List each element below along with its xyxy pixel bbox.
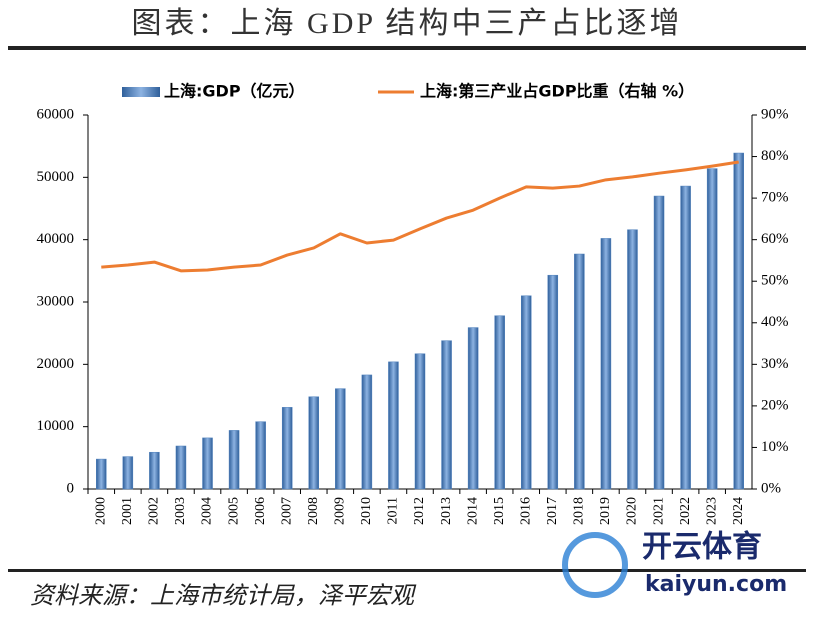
x-tick-label: 2015: [492, 497, 507, 525]
legend-label: 上海:GDP（亿元）: [164, 82, 305, 101]
bar: [441, 340, 452, 490]
x-tick-label: 2005: [226, 497, 241, 525]
bar: [202, 437, 213, 490]
y2-tick-label: 80%: [761, 148, 789, 164]
x-tick-label: 2023: [704, 497, 719, 525]
x-tick-label: 2019: [598, 497, 613, 525]
x-tick-label: 2001: [120, 497, 135, 525]
bar: [520, 295, 532, 490]
bar: [228, 430, 240, 490]
y-tick-label: 0: [67, 480, 75, 496]
x-tick-label: 2008: [306, 497, 321, 525]
x-tick-label: 2011: [386, 497, 401, 524]
y2-tick-label: 50%: [761, 273, 789, 289]
watermark: 开云体育 kaiyun.com: [562, 530, 787, 598]
x-tick-label: 2003: [173, 497, 188, 525]
bar: [414, 353, 426, 490]
y-tick-label: 60000: [37, 106, 75, 122]
bar: [680, 185, 691, 490]
x-tick-label: 2020: [625, 497, 640, 525]
y-tick-label: 10000: [37, 418, 75, 434]
x-tick-label: 2014: [465, 497, 480, 525]
x-tick-label: 2021: [651, 497, 666, 525]
bar: [547, 274, 559, 490]
y2-tick-label: 20%: [761, 397, 789, 413]
y2-tick-label: 60%: [761, 231, 789, 247]
bar: [149, 451, 160, 490]
line: [101, 160, 739, 273]
y2-tick-label: 70%: [761, 190, 789, 206]
watermark-brand: 开云体育: [642, 530, 762, 565]
legend-label: 上海:第三产业占GDP比重（右轴 %）: [420, 82, 694, 101]
bar: [361, 374, 373, 490]
bar: [335, 388, 346, 490]
bar: [600, 238, 612, 490]
bar: [653, 195, 665, 490]
chart-title: 图表：上海 GDP 结构中三产占比逐增: [132, 7, 683, 40]
legend-swatch: [122, 87, 160, 97]
bar: [122, 456, 134, 490]
y-tick-label: 40000: [37, 231, 75, 247]
y2-tick-label: 0%: [761, 480, 781, 496]
footer-rule: [8, 569, 806, 572]
x-tick-label: 2013: [439, 497, 454, 525]
bar: [175, 445, 187, 490]
bar: [494, 315, 505, 490]
x-tick-label: 2006: [253, 497, 268, 525]
bar: [706, 168, 718, 490]
bar: [281, 407, 293, 490]
bar: [574, 253, 585, 490]
x-tick-label: 2000: [93, 497, 108, 525]
x-tick-label: 2017: [545, 497, 560, 525]
y2-tick-label: 30%: [761, 356, 789, 372]
x-tick-label: 2012: [412, 497, 427, 525]
y2-tick-label: 90%: [761, 106, 789, 122]
x-tick-label: 2010: [359, 497, 374, 525]
x-tick-label: 2022: [678, 497, 693, 525]
title-rule: [8, 46, 806, 50]
x-tick-label: 2018: [572, 497, 587, 525]
y-tick-label: 30000: [37, 293, 75, 309]
bar: [467, 327, 479, 490]
watermark-logo: [562, 532, 628, 598]
bar: [96, 458, 107, 490]
source-note: 资料来源：上海市统计局，泽平宏观: [30, 583, 417, 610]
watermark-url: kaiyun.com: [645, 572, 787, 597]
x-tick-label: 2024: [731, 497, 746, 525]
x-tick-label: 2007: [279, 497, 294, 525]
y-tick-label: 50000: [37, 169, 75, 185]
bar: [308, 396, 320, 490]
bar: [733, 152, 744, 490]
x-tick-label: 2004: [200, 497, 215, 525]
bar: [255, 421, 266, 490]
x-tick-label: 2009: [333, 497, 348, 525]
x-tick-label: 2016: [518, 497, 533, 525]
x-tick-label: 2002: [147, 497, 162, 525]
y2-tick-label: 10%: [761, 439, 789, 455]
bar: [388, 361, 399, 490]
bar: [627, 229, 638, 490]
y-tick-label: 20000: [37, 356, 75, 372]
y2-tick-label: 40%: [761, 314, 789, 330]
